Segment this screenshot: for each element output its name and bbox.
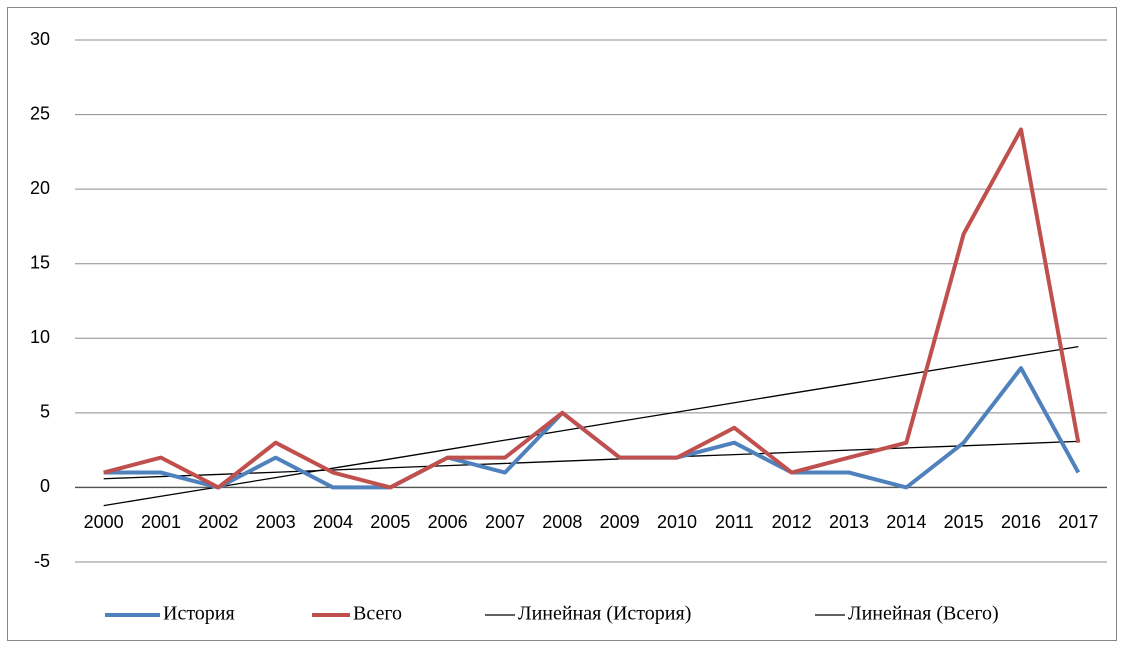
y-tick-label: 20 [30, 178, 50, 198]
x-tick-label: 2007 [485, 512, 525, 532]
y-tick-label: 5 [40, 402, 50, 422]
x-tick-label: 2005 [370, 512, 410, 532]
x-tick-label: 2017 [1058, 512, 1098, 532]
x-tick-label: 2006 [428, 512, 468, 532]
legend-label: История [163, 603, 235, 625]
x-tick-label: 2002 [198, 512, 238, 532]
x-tick-label: 2009 [600, 512, 640, 532]
x-tick-label: 2014 [886, 512, 926, 532]
x-tick-label: 2004 [313, 512, 353, 532]
series-line [103, 127, 1081, 490]
y-tick-label: 15 [30, 252, 50, 272]
legend-label: Линейная (История) [518, 603, 691, 625]
x-tick-label: 2000 [84, 512, 124, 532]
y-tick-label: 25 [30, 103, 50, 123]
x-tick-label: 2001 [141, 512, 181, 532]
x-tick-label: 2015 [944, 512, 984, 532]
y-tick-label: 30 [30, 29, 50, 49]
x-tick-label: 2013 [829, 512, 869, 532]
y-tick-label: 10 [30, 327, 50, 347]
y-tick-label: 0 [40, 476, 50, 496]
x-tick-label: 2008 [542, 512, 582, 532]
x-tick-label: 2012 [772, 512, 812, 532]
legend-label: Линейная (Всего) [848, 603, 999, 625]
x-tick-label: 2016 [1001, 512, 1041, 532]
y-tick-label: -5 [34, 551, 50, 571]
chart-border [7, 7, 1117, 641]
x-tick-label: 2011 [715, 512, 754, 532]
series-line [103, 440, 1079, 480]
x-tick-label: 2010 [657, 512, 697, 532]
series-line [103, 345, 1079, 507]
x-tick-label: 2003 [256, 512, 296, 532]
legend-label: Всего [353, 603, 402, 625]
